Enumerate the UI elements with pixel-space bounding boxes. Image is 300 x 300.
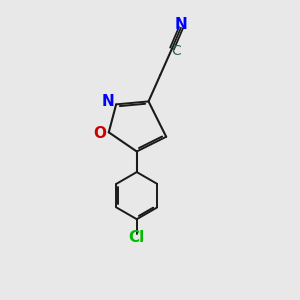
- Text: C: C: [172, 44, 182, 58]
- Text: Cl: Cl: [129, 230, 145, 245]
- Text: N: N: [101, 94, 114, 109]
- Text: O: O: [93, 126, 106, 141]
- Text: N: N: [175, 17, 187, 32]
